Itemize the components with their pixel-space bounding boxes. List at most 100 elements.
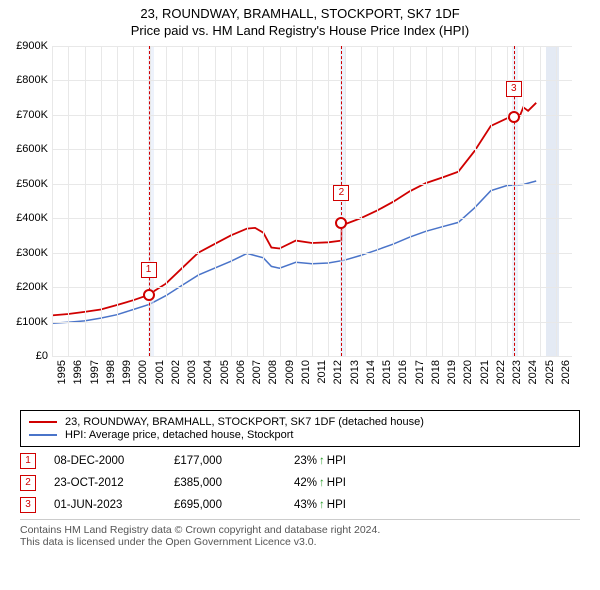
event-marker-circle xyxy=(335,217,347,229)
x-gridline xyxy=(410,46,411,356)
x-axis-label: 2022 xyxy=(495,360,507,384)
event-vline xyxy=(149,46,150,356)
x-axis-label: 2004 xyxy=(202,360,214,384)
x-gridline xyxy=(117,46,118,356)
x-axis-label: 1999 xyxy=(121,360,133,384)
footer-line-2: This data is licensed under the Open Gov… xyxy=(20,536,580,548)
event-hpi-pct: 43% ↑ HPI xyxy=(294,499,346,511)
x-gridline xyxy=(442,46,443,356)
event-date: 23-OCT-2012 xyxy=(54,477,174,489)
x-axis-label: 2014 xyxy=(365,360,377,384)
x-gridline xyxy=(182,46,183,356)
event-hpi-pct: 42% ↑ HPI xyxy=(294,477,346,489)
x-gridline xyxy=(198,46,199,356)
x-gridline xyxy=(475,46,476,356)
x-axis-label: 2025 xyxy=(544,360,556,384)
x-gridline xyxy=(523,46,524,356)
y-axis-label: £500K xyxy=(16,178,48,190)
event-hpi-pct: 23% ↑ HPI xyxy=(294,455,346,467)
date-band xyxy=(546,46,559,356)
x-axis-label: 2018 xyxy=(430,360,442,384)
y-axis-label: £600K xyxy=(16,143,48,155)
x-gridline xyxy=(458,46,459,356)
x-gridline xyxy=(215,46,216,356)
x-gridline xyxy=(231,46,232,356)
event-row: 223-OCT-2012£385,00042% ↑ HPI xyxy=(20,475,580,491)
legend-swatch xyxy=(29,434,57,436)
event-date: 08-DEC-2000 xyxy=(54,455,174,467)
x-gridline xyxy=(393,46,394,356)
x-axis-label: 2009 xyxy=(284,360,296,384)
x-gridline xyxy=(133,46,134,356)
x-axis-label: 2016 xyxy=(397,360,409,384)
event-number-box: 1 xyxy=(141,262,157,278)
x-gridline xyxy=(312,46,313,356)
x-axis-label: 2020 xyxy=(462,360,474,384)
x-axis-label: 1995 xyxy=(56,360,68,384)
x-gridline xyxy=(540,46,541,356)
x-axis-label: 2019 xyxy=(446,360,458,384)
y-axis-label: £400K xyxy=(16,212,48,224)
title-line-2: Price paid vs. HM Land Registry's House … xyxy=(0,23,600,38)
x-axis-label: 2026 xyxy=(560,360,572,384)
y-axis-label: £100K xyxy=(16,316,48,328)
event-price: £695,000 xyxy=(174,499,294,511)
x-gridline xyxy=(150,46,151,356)
x-axis-label: 1997 xyxy=(89,360,101,384)
x-gridline xyxy=(263,46,264,356)
x-gridline xyxy=(296,46,297,356)
x-gridline xyxy=(361,46,362,356)
x-axis-label: 2003 xyxy=(186,360,198,384)
x-gridline xyxy=(52,46,53,356)
x-gridline xyxy=(328,46,329,356)
event-number-box: 3 xyxy=(506,81,522,97)
x-axis-label: 2006 xyxy=(235,360,247,384)
event-number: 2 xyxy=(20,475,36,491)
x-gridline xyxy=(426,46,427,356)
x-gridline xyxy=(377,46,378,356)
legend-row: 23, ROUNDWAY, BRAMHALL, STOCKPORT, SK7 1… xyxy=(29,416,571,428)
event-marker-circle xyxy=(143,289,155,301)
y-axis-label: £800K xyxy=(16,74,48,86)
y-axis-label: £0 xyxy=(36,350,48,362)
x-gridline xyxy=(491,46,492,356)
x-gridline xyxy=(280,46,281,356)
x-axis-label: 2002 xyxy=(170,360,182,384)
footer-line-1: Contains HM Land Registry data © Crown c… xyxy=(20,524,580,536)
x-gridline xyxy=(556,46,557,356)
y-axis-label: £900K xyxy=(16,40,48,52)
x-axis-label: 1996 xyxy=(72,360,84,384)
event-number: 3 xyxy=(20,497,36,513)
x-axis-label: 2010 xyxy=(300,360,312,384)
up-arrow-icon: ↑ xyxy=(319,499,325,511)
x-axis-label: 2017 xyxy=(414,360,426,384)
x-axis-label: 2001 xyxy=(154,360,166,384)
event-number: 1 xyxy=(20,453,36,469)
y-gridline xyxy=(52,356,572,357)
legend-box: 23, ROUNDWAY, BRAMHALL, STOCKPORT, SK7 1… xyxy=(20,410,580,447)
x-axis-label: 2005 xyxy=(219,360,231,384)
legend-swatch xyxy=(29,421,57,423)
event-row: 301-JUN-2023£695,00043% ↑ HPI xyxy=(20,497,580,513)
events-table: 1 08-DEC-2000£177,00023% ↑ HPI 2 23-OCT-201… xyxy=(20,453,580,513)
x-axis-label: 2000 xyxy=(137,360,149,384)
plot-region: 1 2 3 xyxy=(52,46,572,356)
x-gridline xyxy=(101,46,102,356)
event-price: £177,000 xyxy=(174,455,294,467)
event-number-box: 2 xyxy=(333,185,349,201)
title-line-1: 23, ROUNDWAY, BRAMHALL, STOCKPORT, SK7 1… xyxy=(0,6,600,21)
x-axis-label: 2011 xyxy=(316,360,328,384)
event-marker-circle xyxy=(508,111,520,123)
legend-label: 23, ROUNDWAY, BRAMHALL, STOCKPORT, SK7 1… xyxy=(65,416,424,428)
x-gridline xyxy=(247,46,248,356)
x-axis-label: 2013 xyxy=(349,360,361,384)
x-gridline xyxy=(166,46,167,356)
x-axis-label: 2007 xyxy=(251,360,263,384)
y-axis-label: £700K xyxy=(16,109,48,121)
x-axis-label: 2008 xyxy=(267,360,279,384)
event-row: 1 08-DEC-2000£177,00023% ↑ HPI xyxy=(20,453,580,469)
footer-attribution: Contains HM Land Registry data © Crown c… xyxy=(20,519,580,548)
legend-row: HPI: Average price, detached house, Stoc… xyxy=(29,429,571,441)
property-line xyxy=(52,103,536,316)
x-gridline xyxy=(85,46,86,356)
